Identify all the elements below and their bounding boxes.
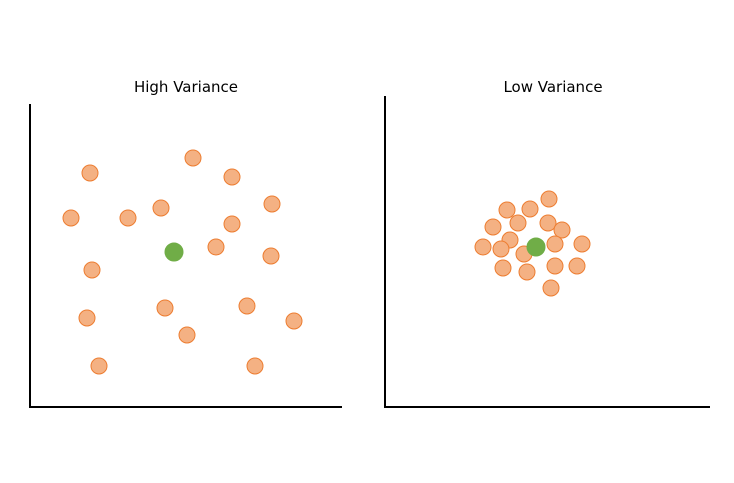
low-variance-sample-point	[509, 214, 527, 232]
high-variance-sample-point	[262, 247, 280, 265]
low-variance-sample-point	[494, 259, 512, 277]
low-variance-sample-point	[521, 200, 539, 218]
high-variance-sample-point	[90, 357, 108, 375]
high-variance-sample-point	[152, 199, 170, 217]
low-variance-sample-point	[492, 240, 510, 258]
low-variance-sample-point	[518, 263, 536, 281]
high-variance-sample-point	[81, 164, 99, 182]
high-variance-sample-point	[238, 297, 256, 315]
low-variance-sample-point	[498, 201, 516, 219]
high-variance-sample-point	[178, 326, 196, 344]
high-variance-center-point	[164, 242, 184, 262]
low-variance-sample-point	[553, 221, 571, 239]
high-variance-sample-point	[223, 168, 241, 186]
high-variance-sample-point	[119, 209, 137, 227]
low-variance-panel: Low Variance	[384, 78, 710, 408]
high-variance-panel: High Variance	[29, 78, 342, 408]
low-variance-points	[474, 190, 591, 297]
high-variance-sample-point	[78, 309, 96, 327]
high-variance-sample-point	[285, 312, 303, 330]
low-variance-sample-point	[568, 257, 586, 275]
low-variance-center-point	[526, 237, 546, 257]
low-variance-sample-point	[474, 238, 492, 256]
low-variance-sample-point	[539, 214, 557, 232]
low-variance-sample-point	[540, 190, 558, 208]
low-variance-sample-point	[484, 218, 502, 236]
high-variance-sample-point	[263, 195, 281, 213]
high-variance-sample-point	[223, 215, 241, 233]
low-variance-sample-point	[573, 235, 591, 253]
high-variance-sample-point	[156, 299, 174, 317]
low-variance-axes	[384, 96, 710, 408]
low-variance-title: Low Variance	[503, 78, 602, 96]
low-variance-sample-point	[546, 257, 564, 275]
high-variance-title: High Variance	[134, 78, 238, 96]
high-variance-sample-point	[83, 261, 101, 279]
high-variance-sample-point	[246, 357, 264, 375]
high-variance-points	[62, 149, 303, 375]
high-variance-sample-point	[62, 209, 80, 227]
low-variance-sample-point	[542, 279, 560, 297]
high-variance-sample-point	[184, 149, 202, 167]
low-variance-sample-point	[546, 235, 564, 253]
high-variance-axes	[29, 104, 342, 408]
high-variance-sample-point	[207, 238, 225, 256]
